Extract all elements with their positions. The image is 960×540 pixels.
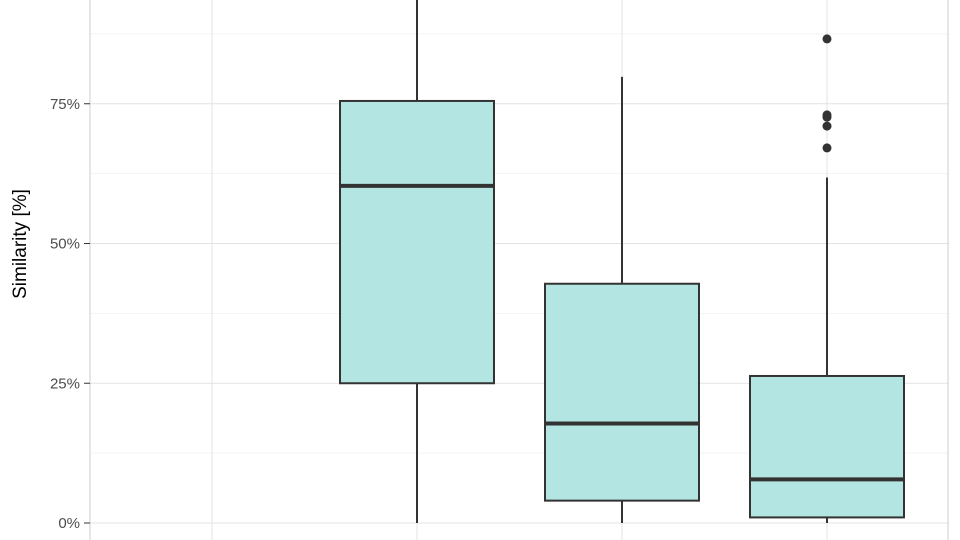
- box: [749, 374, 905, 519]
- y-axis-title: Similarity [%]: [10, 189, 31, 299]
- box: [339, 99, 495, 385]
- y-tick-label: 75%: [50, 96, 80, 113]
- outlier-point: [822, 143, 832, 153]
- y-tick-label: 0%: [58, 515, 80, 532]
- outlier-point: [822, 34, 832, 44]
- box: [544, 282, 700, 502]
- outlier-point: [822, 121, 832, 131]
- y-tick-label: 25%: [50, 375, 80, 392]
- panel-border: [89, 0, 949, 540]
- outlier-point: [822, 112, 832, 122]
- y-tick-label: 50%: [50, 236, 80, 253]
- boxes-layer: [339, 0, 905, 523]
- y-tick-labels: 0% 25% 50% 75%: [50, 96, 90, 532]
